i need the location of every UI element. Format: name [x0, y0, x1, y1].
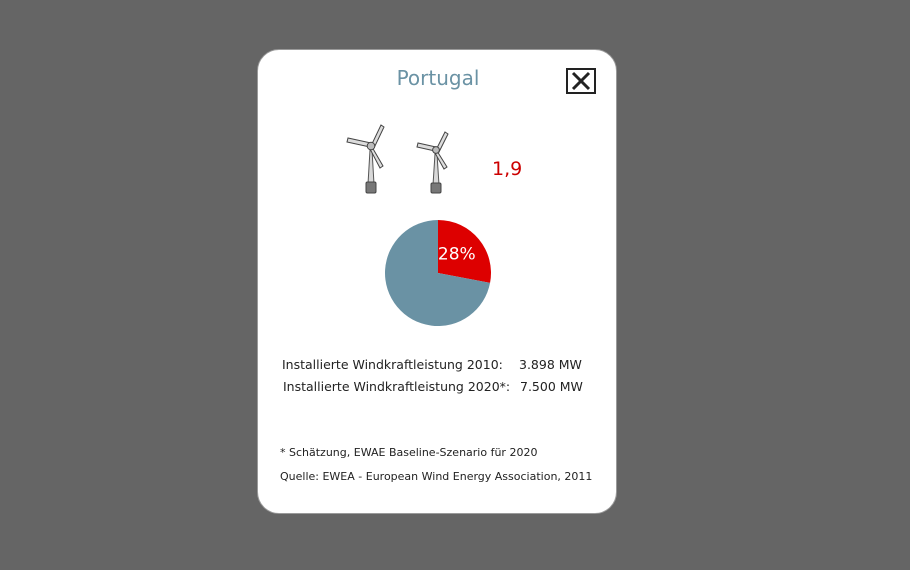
dialog-title: Portugal [396, 66, 480, 90]
stat-value: 7.500 MW [520, 379, 583, 394]
pie-slice [385, 220, 491, 326]
source-note: Quelle: EWEA - European Wind Energy Asso… [280, 470, 593, 483]
close-x-icon [571, 71, 591, 91]
stat-label: Installierte Windkraftleistung 2020*: [283, 379, 511, 394]
share-pie-chart: 28% [385, 220, 491, 326]
close-button[interactable] [566, 68, 596, 94]
stats-list: Installierte Windkraftleistung 2010: 3.89… [282, 354, 583, 398]
ratio-value: 1,9 [492, 158, 523, 180]
footnote: * Schätzung, EWAE Baseline-Szenario für … [280, 446, 538, 459]
pie-slice-label: 28% [438, 244, 476, 264]
pie-slice [438, 220, 491, 283]
stat-value: 3.898 MW [519, 357, 582, 372]
stat-label: Installierte Windkraftleistung 2010: [282, 357, 503, 372]
wind-turbine-icon [346, 124, 385, 194]
wind-turbine-icon [416, 131, 449, 194]
stat-row-2010: Installierte Windkraftleistung 2010: 3.89… [282, 354, 583, 376]
country-dialog: Portugal 1,9 28% Installierte Windkra [257, 49, 617, 514]
stat-row-2020: Installierte Windkraftleistung 2020*: 7.5… [282, 376, 583, 398]
